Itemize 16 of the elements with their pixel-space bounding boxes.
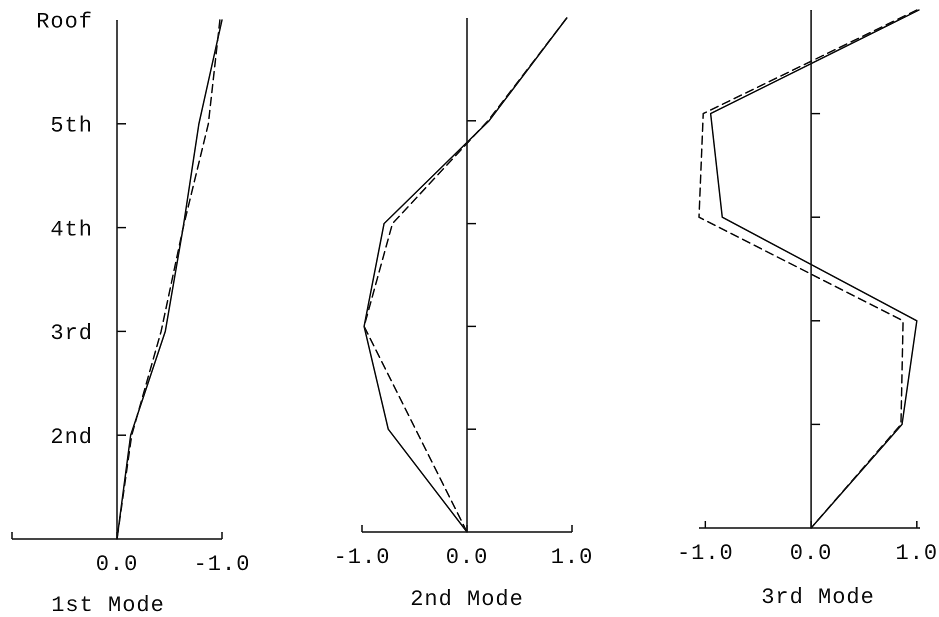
- y-tick-label: 5th: [50, 114, 93, 138]
- y-tick-label: 4th: [50, 217, 93, 242]
- x-tick-label: 0.0: [96, 552, 138, 577]
- x-tick-label: -1.0: [194, 552, 250, 577]
- y-tick-label: 2nd: [50, 424, 93, 450]
- x-tick-label: -1.0: [334, 545, 390, 570]
- x-tick-label: 0.0: [790, 541, 832, 566]
- y-tick-label: Roof: [36, 10, 93, 35]
- x-tick-label: -1.0: [676, 541, 734, 566]
- x-axis-title: 3rd Mode: [761, 585, 875, 610]
- x-axis-title: 2nd Mode: [410, 587, 524, 612]
- x-axis-title: 1st Mode: [51, 593, 165, 617]
- x-tick-label: 1.0: [550, 545, 594, 570]
- y-tick-label: 3rd: [50, 321, 93, 346]
- x-tick-label: 0.0: [446, 545, 488, 570]
- x-tick-label: 1.0: [896, 541, 938, 566]
